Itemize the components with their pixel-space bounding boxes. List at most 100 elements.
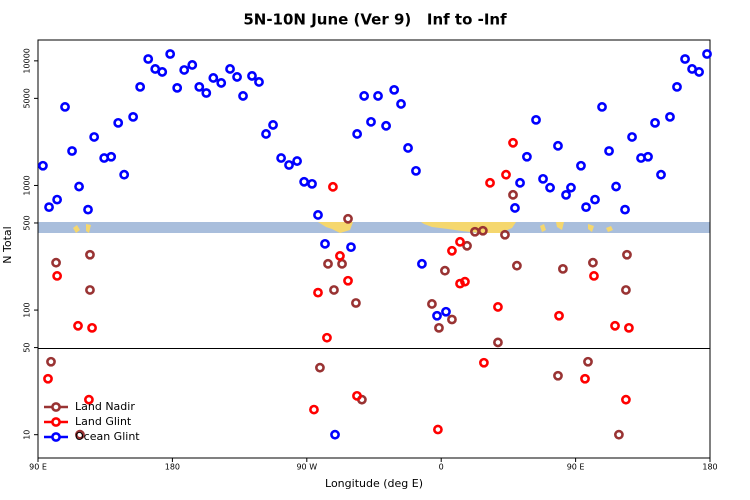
point bbox=[604, 146, 614, 156]
point bbox=[553, 370, 563, 381]
point bbox=[702, 49, 712, 59]
legend-label: Land Nadir bbox=[75, 400, 135, 413]
x-tick-label: 90 E bbox=[29, 463, 47, 472]
x-tick-label: 180 bbox=[702, 463, 717, 472]
point bbox=[508, 189, 518, 200]
point bbox=[313, 210, 323, 220]
legend-marker bbox=[51, 402, 61, 412]
point bbox=[588, 257, 598, 268]
point bbox=[622, 249, 632, 260]
legend-marker bbox=[51, 432, 61, 442]
point bbox=[284, 160, 294, 170]
y-tick-label: 500 bbox=[23, 215, 32, 230]
map-band bbox=[38, 222, 710, 233]
y-tick-label: 100 bbox=[23, 302, 32, 317]
point bbox=[329, 285, 339, 295]
point bbox=[493, 302, 503, 312]
point bbox=[247, 71, 257, 81]
point bbox=[614, 429, 624, 440]
point bbox=[322, 332, 332, 343]
point bbox=[508, 137, 518, 148]
point bbox=[433, 424, 443, 435]
point bbox=[621, 394, 631, 405]
y-axis-label: N Total bbox=[1, 226, 14, 263]
point bbox=[665, 111, 675, 122]
point bbox=[359, 91, 370, 101]
point bbox=[60, 102, 70, 112]
point bbox=[650, 117, 660, 128]
point bbox=[434, 322, 444, 333]
point bbox=[216, 78, 227, 88]
point bbox=[462, 240, 472, 251]
point bbox=[417, 258, 427, 269]
point bbox=[187, 60, 198, 70]
point bbox=[538, 173, 548, 184]
point bbox=[396, 99, 406, 109]
point bbox=[83, 204, 93, 215]
point bbox=[113, 117, 124, 128]
point bbox=[179, 65, 190, 75]
point bbox=[441, 306, 451, 317]
point bbox=[389, 84, 400, 95]
point bbox=[268, 120, 278, 130]
point bbox=[84, 394, 94, 405]
point bbox=[194, 81, 205, 92]
point bbox=[201, 88, 212, 98]
point bbox=[694, 67, 704, 77]
point bbox=[292, 156, 302, 166]
point bbox=[427, 299, 437, 309]
point bbox=[128, 111, 139, 122]
plot-frame bbox=[37, 39, 711, 459]
x-tick-label: 90 E bbox=[567, 463, 585, 472]
point bbox=[225, 64, 235, 74]
point bbox=[610, 320, 620, 331]
point bbox=[432, 310, 442, 321]
point bbox=[87, 322, 97, 333]
point bbox=[531, 114, 541, 125]
series bbox=[46, 189, 632, 440]
series bbox=[43, 137, 634, 435]
point bbox=[315, 362, 325, 373]
point bbox=[620, 204, 630, 215]
legend-marker bbox=[51, 417, 61, 427]
x-tick-label: 90 W bbox=[296, 463, 317, 472]
point bbox=[254, 77, 264, 87]
x-tick-label: 0 bbox=[439, 463, 444, 472]
point bbox=[561, 189, 571, 200]
point bbox=[581, 202, 591, 213]
point bbox=[672, 81, 682, 92]
point bbox=[477, 225, 488, 236]
point bbox=[515, 177, 525, 188]
y-tick-label: 10000 bbox=[23, 48, 32, 73]
point bbox=[352, 390, 362, 401]
point bbox=[440, 265, 450, 276]
point bbox=[501, 169, 511, 180]
point bbox=[485, 177, 495, 188]
point bbox=[558, 264, 568, 274]
point bbox=[352, 129, 363, 139]
point bbox=[589, 271, 599, 281]
point bbox=[73, 320, 83, 331]
point bbox=[500, 229, 510, 240]
point bbox=[323, 258, 333, 269]
point bbox=[38, 160, 48, 171]
point bbox=[621, 285, 631, 295]
point bbox=[52, 271, 63, 281]
point bbox=[351, 298, 361, 308]
y-tick-label: 5000 bbox=[23, 88, 32, 108]
point bbox=[554, 310, 564, 321]
point bbox=[643, 151, 653, 162]
point bbox=[313, 287, 323, 298]
point bbox=[232, 72, 242, 82]
point bbox=[276, 153, 287, 163]
chart-title: 5N-10N June (Ver 9) Inf to -Inf bbox=[243, 11, 507, 29]
point bbox=[403, 143, 413, 153]
point bbox=[566, 182, 576, 193]
point bbox=[447, 314, 457, 325]
point bbox=[165, 49, 176, 59]
point bbox=[366, 116, 376, 127]
point bbox=[320, 238, 330, 249]
point bbox=[656, 169, 666, 180]
legend-label: Ocean Glint bbox=[75, 430, 140, 443]
